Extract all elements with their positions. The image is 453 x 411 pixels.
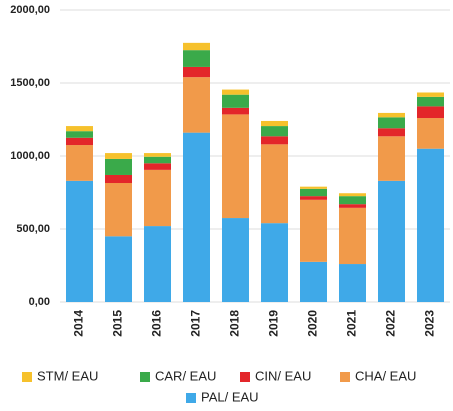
legend-swatch [240, 372, 250, 382]
x-tick-label: 2019 [267, 310, 281, 337]
bar-segment [417, 106, 444, 119]
bar-segment [66, 137, 93, 146]
x-tick-label: 2014 [72, 310, 86, 337]
bar-segment [339, 193, 366, 197]
bar-segment [378, 136, 405, 181]
bar-segment [378, 112, 405, 118]
bar-segment [222, 114, 249, 219]
bar-segment [417, 92, 444, 97]
legend-swatch [340, 372, 350, 382]
bar-segment [222, 94, 249, 108]
bar-segment [105, 158, 132, 175]
bar-segment [66, 180, 93, 302]
x-tick-label: 2018 [228, 310, 242, 337]
bar-segment [222, 218, 249, 302]
bar-segment [222, 107, 249, 115]
bar-segment [339, 196, 366, 205]
bar-segment [144, 163, 171, 170]
y-tick-label: 500,00 [16, 223, 50, 235]
legend-swatch [186, 393, 196, 403]
bar-segment [183, 42, 210, 51]
bar-segment [339, 207, 366, 265]
bar-segment [105, 183, 132, 237]
bar-segment [144, 156, 171, 164]
legend-label: CAR/ EAU [155, 368, 216, 383]
bar-segment [417, 96, 444, 107]
bar-segment [378, 180, 405, 302]
legend-swatch [140, 372, 150, 382]
x-tick-label: 2015 [111, 310, 125, 337]
bar-segment [183, 77, 210, 133]
bar-segment [261, 136, 288, 145]
x-tick-label: 2023 [423, 310, 437, 337]
x-tick-label: 2016 [150, 310, 164, 337]
bar-segment [261, 126, 288, 137]
bar-segment [300, 186, 327, 189]
bar-segment [66, 131, 93, 138]
y-tick-label: 2000,00 [10, 4, 50, 16]
bar-segment [300, 261, 327, 302]
bar-segment [105, 153, 132, 159]
y-tick-label: 1500,00 [10, 77, 50, 89]
x-tick-label: 2021 [345, 310, 359, 337]
bar-segment [66, 126, 93, 132]
bar-segment [339, 204, 366, 208]
bar-segment [183, 132, 210, 302]
x-tick-label: 2022 [384, 310, 398, 337]
legend-label: CIN/ EAU [255, 368, 311, 383]
x-tick-label: 2020 [306, 310, 320, 337]
bar-segment [183, 66, 210, 78]
bar-segment [378, 117, 405, 129]
bar-segment [300, 196, 327, 200]
bar-segment [144, 153, 171, 157]
y-tick-label: 1000,00 [10, 150, 50, 162]
bar-segment [144, 169, 171, 227]
legend-label: CHA/ EAU [355, 368, 416, 383]
bar-segment [339, 264, 366, 302]
bar-segment [105, 236, 132, 302]
bar-segment [300, 199, 327, 262]
legend-label: PAL/ EAU [201, 389, 259, 404]
bar-segment [66, 145, 93, 181]
bar-segment [105, 174, 132, 184]
bar-segment [417, 148, 444, 302]
y-tick-label: 0,00 [29, 296, 50, 308]
bar-segment [144, 226, 171, 302]
bar-segment [183, 50, 210, 67]
x-tick-label: 2017 [189, 310, 203, 337]
bar-segment [261, 120, 288, 127]
legend-label: STM/ EAU [37, 368, 98, 383]
bar-segment [261, 144, 288, 224]
bar-segment [300, 188, 327, 197]
legend-swatch [22, 372, 32, 382]
bar-segment [261, 223, 288, 302]
bar-segment [417, 118, 444, 149]
bar-segment [378, 128, 405, 137]
bar-segment [222, 89, 249, 95]
